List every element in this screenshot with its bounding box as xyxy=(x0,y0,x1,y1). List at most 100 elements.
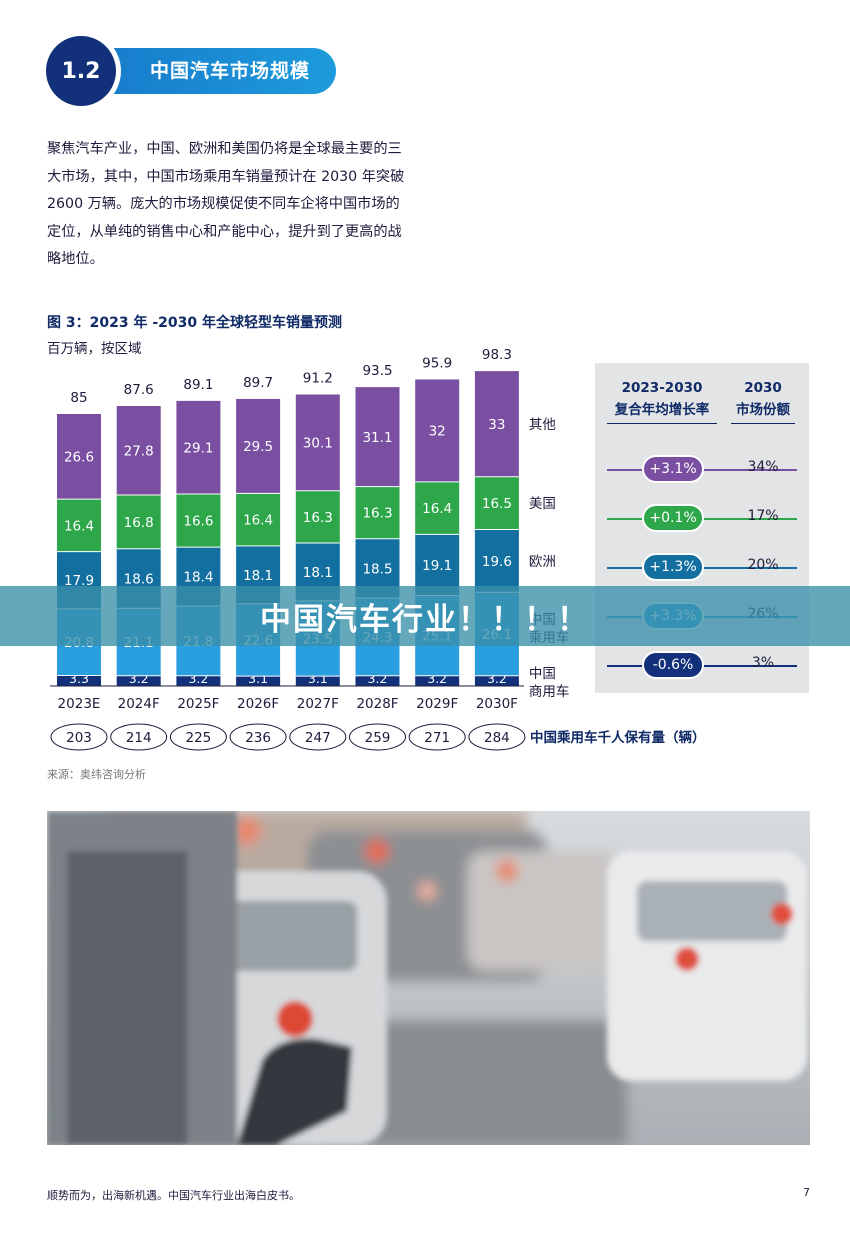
share-header: 2030 市场份额 xyxy=(731,377,795,424)
x-tick-label: 2030F xyxy=(476,696,518,712)
data-label: 32 xyxy=(429,424,446,440)
data-label: 31.1 xyxy=(362,430,392,446)
bar-segment xyxy=(355,675,400,686)
bar-segment xyxy=(474,675,519,686)
per-thousand-ellipse xyxy=(169,723,227,751)
bar-segment xyxy=(355,486,400,539)
cagr-header-line2: 复合年均增长率 xyxy=(614,402,710,418)
data-label: 16.4 xyxy=(422,501,452,517)
per-thousand-value: 247 xyxy=(305,730,331,746)
section-number-badge: 1.2 xyxy=(46,36,116,106)
series-legend-label: 商用车 xyxy=(529,683,570,700)
x-tick-label: 2029F xyxy=(416,696,458,712)
per-thousand-value: 214 xyxy=(126,730,152,746)
cagr-header: 2023-2030 复合年均增长率 xyxy=(607,377,717,424)
bar-segment xyxy=(57,414,101,500)
data-label: 16.3 xyxy=(362,506,392,522)
per-thousand-value: 259 xyxy=(365,730,391,746)
bar-segment xyxy=(415,534,460,596)
data-label: 17.9 xyxy=(64,573,94,589)
data-label: 18.1 xyxy=(243,568,273,584)
total-label: 93.5 xyxy=(362,363,392,379)
per-thousand-label: 中国乘用车千人保有量（辆） xyxy=(530,729,706,746)
data-label: 16.6 xyxy=(183,514,213,530)
cagr-pill: -0.6% xyxy=(642,651,704,679)
data-label: 29.5 xyxy=(243,439,273,455)
cagr-pill: +3.1% xyxy=(642,455,704,483)
series-legend-label: 其他 xyxy=(529,417,556,433)
series-legend-label: 美国 xyxy=(529,496,556,512)
data-label: 19.6 xyxy=(482,554,512,570)
per-thousand-value: 236 xyxy=(245,730,271,746)
per-thousand-ellipse xyxy=(468,723,526,751)
series-legend-label: 欧洲 xyxy=(529,554,556,570)
cagr-header-line1: 2023-2030 xyxy=(621,380,703,396)
bar-segment xyxy=(236,398,281,494)
growth-table-row: +0.1% 17% xyxy=(595,496,809,545)
data-label: 16.4 xyxy=(243,513,273,529)
total-label: 85 xyxy=(70,390,87,406)
cagr-pill: +1.3% xyxy=(642,553,704,581)
total-label: 95.9 xyxy=(422,355,452,371)
per-thousand-ellipse xyxy=(229,723,287,751)
figure-title: 图 3：2023 年 -2030 年全球轻型车销量预测 xyxy=(47,315,342,331)
bar-segment xyxy=(236,676,281,686)
footer-text: 顺势而为，出海新机遇。中国汽车行业出海白皮书。 xyxy=(47,1189,300,1202)
bar-segment xyxy=(415,675,460,686)
data-label: 27.8 xyxy=(124,443,154,459)
growth-table-row: +1.3% 20% xyxy=(595,545,809,594)
per-thousand-ellipse xyxy=(50,723,108,751)
figure-unit: 百万辆，按区域 xyxy=(47,341,142,357)
per-thousand-ellipse xyxy=(349,723,406,751)
x-tick-label: 2025F xyxy=(177,696,219,712)
x-tick-label: 2023E xyxy=(58,696,101,712)
data-label: 16.4 xyxy=(64,518,94,534)
bar-segment xyxy=(474,371,519,477)
data-label: 18.1 xyxy=(303,565,333,581)
per-thousand-ellipse xyxy=(110,723,168,751)
total-label: 91.2 xyxy=(303,370,333,386)
total-label: 87.6 xyxy=(124,382,154,398)
bar-segment xyxy=(116,494,161,549)
bar-segment xyxy=(295,676,340,686)
bar-segment xyxy=(295,394,340,491)
bar-segment xyxy=(474,476,519,530)
data-label: 16.8 xyxy=(124,515,154,531)
x-tick-label: 2024F xyxy=(118,696,160,712)
per-thousand-value: 203 xyxy=(66,730,92,746)
source-note: 来源：奥纬咨询分析 xyxy=(47,768,146,781)
per-thousand-value: 271 xyxy=(424,730,450,746)
data-label: 30.1 xyxy=(303,436,333,452)
share-header-line2: 市场份额 xyxy=(736,402,790,418)
market-share-value: 3% xyxy=(751,655,775,671)
data-label: 29.1 xyxy=(183,440,213,456)
bar-segment xyxy=(415,481,460,535)
bar-segment xyxy=(176,400,221,494)
growth-table-row: +3.1% 34% xyxy=(595,447,809,496)
share-header-line1: 2030 xyxy=(744,380,782,396)
growth-table-row: -0.6% 3% xyxy=(595,643,809,692)
x-tick-label: 2026F xyxy=(237,696,279,712)
market-share-value: 17% xyxy=(747,508,779,524)
data-label: 19.1 xyxy=(422,558,452,574)
total-label: 89.7 xyxy=(243,375,273,391)
data-label: 33 xyxy=(488,417,505,433)
data-label: 18.6 xyxy=(124,571,154,587)
bar-segment xyxy=(116,406,161,495)
data-label: 16.3 xyxy=(303,510,333,526)
page-number: 7 xyxy=(803,1186,810,1199)
bar-segment xyxy=(116,675,161,686)
x-tick-label: 2027F xyxy=(297,696,339,712)
bar-segment xyxy=(57,499,101,552)
bar-segment xyxy=(355,387,400,487)
total-label: 98.3 xyxy=(482,347,512,363)
traffic-photo xyxy=(47,811,810,1145)
total-label: 89.1 xyxy=(183,377,213,393)
per-thousand-ellipse xyxy=(408,723,466,751)
bar-segment xyxy=(176,675,221,686)
series-legend-label: 中国 xyxy=(529,666,556,682)
intro-paragraph: 聚焦汽车产业，中国、欧洲和美国仍将是全球最主要的三大市场，其中，中国市场乘用车销… xyxy=(47,141,405,267)
data-label: 16.5 xyxy=(482,496,512,512)
bar-segment xyxy=(415,379,460,482)
bar-segment xyxy=(474,529,519,593)
